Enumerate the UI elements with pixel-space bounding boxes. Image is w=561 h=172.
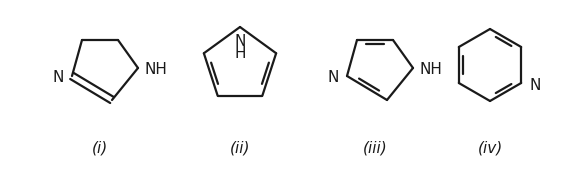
Text: N: N — [52, 71, 64, 85]
Text: H: H — [234, 46, 246, 61]
Text: (iv): (iv) — [477, 141, 503, 155]
Text: (iii): (iii) — [362, 141, 388, 155]
Text: NH: NH — [145, 62, 167, 78]
Text: (ii): (ii) — [230, 141, 250, 155]
Text: (i): (i) — [92, 141, 108, 155]
Text: N: N — [327, 71, 339, 85]
Text: N: N — [530, 78, 541, 93]
Text: NH: NH — [420, 62, 443, 78]
Text: N: N — [234, 35, 246, 50]
